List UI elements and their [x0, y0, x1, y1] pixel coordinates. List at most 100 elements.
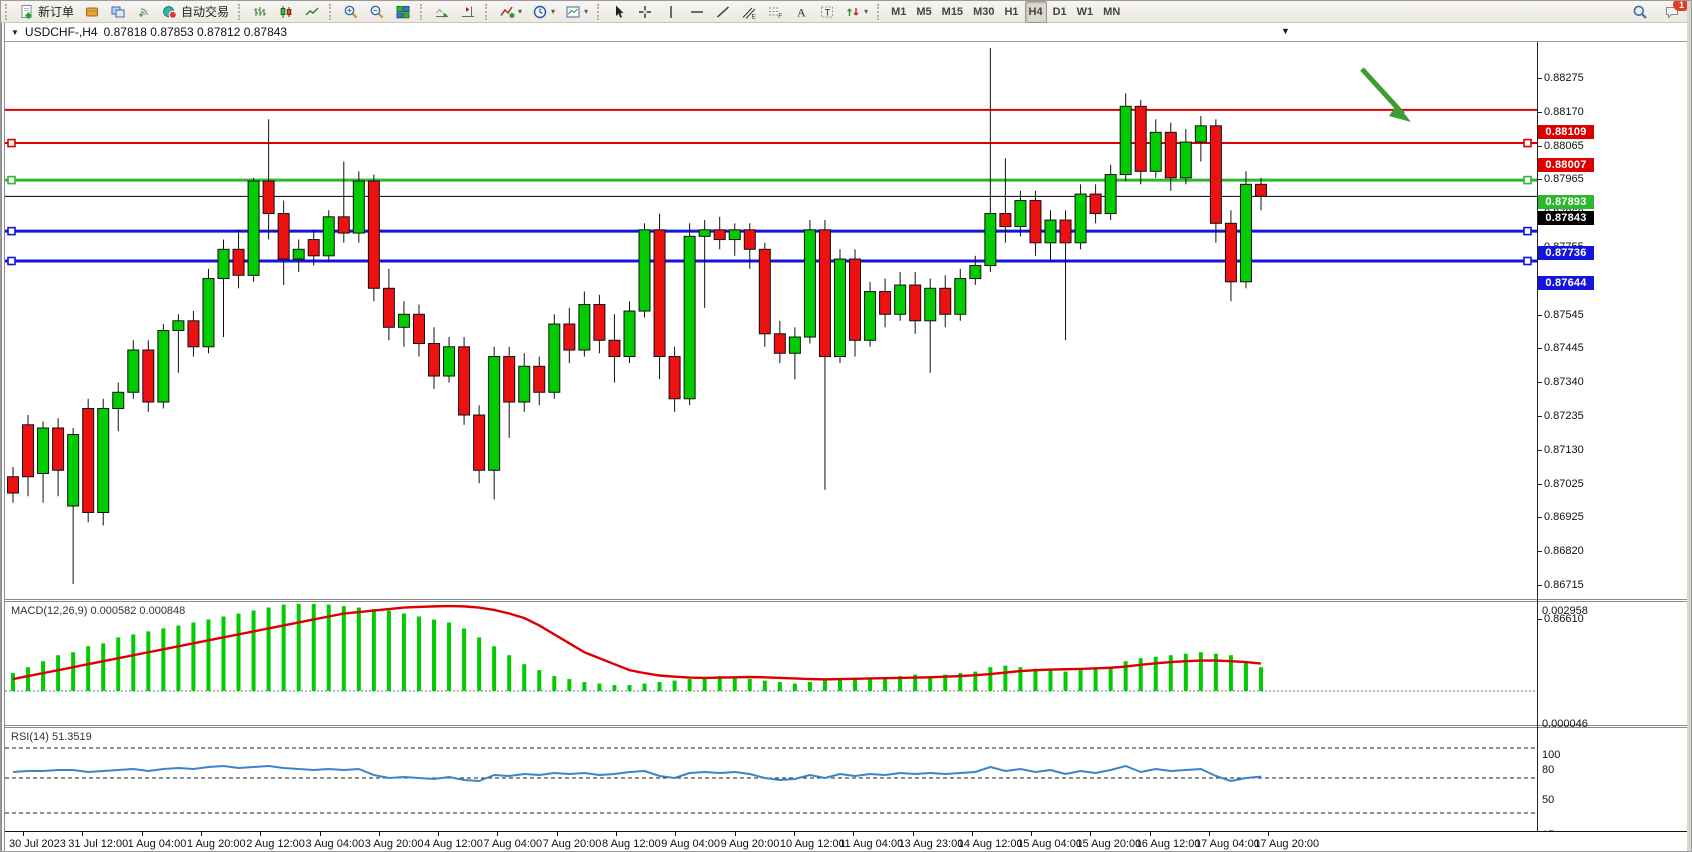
- price-tick: 0.86715: [1544, 578, 1584, 591]
- zoom-out-button[interactable]: [365, 1, 389, 23]
- rsi-pane[interactable]: RSI(14) 51.3519: [5, 728, 1691, 831]
- zoom-in-button[interactable]: [339, 1, 363, 23]
- new-order-icon: [19, 4, 35, 20]
- chevron-down-icon[interactable]: ▾: [551, 6, 556, 16]
- time-tick-mark: [1031, 832, 1033, 836]
- time-label: 17 Aug 04:00: [1195, 838, 1260, 850]
- tf-m1-button[interactable]: M1: [887, 1, 910, 23]
- toolbar-grip[interactable]: [420, 3, 426, 20]
- chart-shift-button[interactable]: [456, 1, 480, 23]
- horizontal-line-button[interactable]: [685, 1, 709, 23]
- pane-separator[interactable]: [5, 599, 1691, 602]
- tf-mn-button[interactable]: MN: [1099, 1, 1124, 23]
- autotrading-button[interactable]: 自动交易: [158, 1, 233, 23]
- collapse-triangle-icon[interactable]: ▼: [11, 27, 19, 37]
- text-icon: A: [793, 4, 809, 20]
- time-tick-mark: [734, 832, 736, 836]
- toolbar-grip[interactable]: [329, 3, 335, 20]
- tf-h1-button[interactable]: H1: [1000, 1, 1022, 23]
- time-tick-mark: [497, 832, 499, 836]
- auto-scroll-button[interactable]: [430, 1, 454, 23]
- chat-button[interactable]: 1: [1660, 1, 1690, 23]
- macd-axis-label: 0.000046: [1542, 718, 1588, 730]
- tf-m5-button[interactable]: M5: [912, 1, 935, 23]
- autotrading-label: 自动交易: [181, 5, 230, 19]
- time-label: 1 Aug 20:00: [186, 838, 246, 850]
- toolbar-grip[interactable]: [238, 3, 244, 20]
- time-tick-mark: [1149, 832, 1151, 836]
- crosshair-button[interactable]: [633, 1, 657, 23]
- bar-chart-button[interactable]: [248, 1, 272, 23]
- macd-chart[interactable]: [5, 602, 1537, 725]
- price-tick-mark: [1537, 381, 1542, 383]
- tf-w1-button[interactable]: W1: [1073, 1, 1098, 23]
- signals-button[interactable]: [132, 1, 156, 23]
- search-icon: [1632, 4, 1648, 20]
- fibonacci-icon: F: [767, 4, 783, 20]
- tile-windows-button[interactable]: [391, 1, 415, 23]
- search-button[interactable]: [1628, 1, 1652, 23]
- chart-shift-marker-icon[interactable]: ▼: [1281, 26, 1290, 36]
- arrows-button[interactable]: ▾: [841, 1, 872, 23]
- line-chart-button[interactable]: [300, 1, 324, 23]
- rsi-axis-label: 100: [1542, 749, 1561, 761]
- tf-h4-button[interactable]: H4: [1024, 1, 1047, 23]
- chart-shift-icon: [460, 4, 476, 20]
- periods-button[interactable]: ▾: [528, 1, 559, 23]
- level-price-label: 0.87736: [1538, 246, 1594, 261]
- time-tick-mark: [141, 832, 143, 836]
- cursor-button[interactable]: [607, 1, 631, 23]
- horizontal-line-icon: [689, 4, 705, 20]
- crosshair-icon: [637, 4, 653, 20]
- text-label-button[interactable]: T: [815, 1, 839, 23]
- chevron-down-icon[interactable]: ▾: [518, 6, 523, 16]
- terminal-windows-button[interactable]: [106, 1, 130, 23]
- macd-pane[interactable]: MACD(12,26,9) 0.000582 0.000848: [5, 602, 1691, 725]
- price-tick: 0.86820: [1544, 544, 1584, 557]
- text-label-icon: T: [819, 4, 835, 20]
- toolbar-grip[interactable]: [877, 3, 883, 20]
- tf-h4-label: H4: [1028, 5, 1043, 18]
- candlestick-chart-button[interactable]: [274, 1, 298, 23]
- price-pane[interactable]: [5, 42, 1691, 599]
- toolbar: 新订单 自动交易 ▾ ▾ ▾ E F A T ▾ M1 M5 M15 M30 H1 H4 D1 W1 MN: [1, 1, 1691, 23]
- time-label: 8 Aug 12:00: [602, 838, 661, 850]
- new-order-button[interactable]: 新订单: [15, 1, 78, 23]
- chevron-down-icon[interactable]: ▾: [584, 6, 589, 16]
- equidistant-channel-icon: E: [741, 4, 757, 20]
- pane-separator[interactable]: [5, 725, 1691, 728]
- tf-mn-label: MN: [1103, 5, 1121, 18]
- chart-titlebar[interactable]: ▼ USDCHF-,H4 0.87818 0.87853 0.87812 0.8…: [5, 23, 1691, 42]
- equidistant-channel-button[interactable]: E: [737, 1, 761, 23]
- chart-window: ▼ USDCHF-,H4 0.87818 0.87853 0.87812 0.8…: [1, 23, 1691, 851]
- time-tick-mark: [260, 832, 262, 836]
- price-tick: 0.88275: [1544, 71, 1584, 84]
- package-button[interactable]: [80, 1, 104, 23]
- fibonacci-button[interactable]: F: [763, 1, 787, 23]
- rsi-chart[interactable]: [5, 728, 1537, 831]
- tf-d1-button[interactable]: D1: [1049, 1, 1071, 23]
- candlestick-chart[interactable]: [5, 42, 1537, 599]
- time-label: 10 Aug 12:00: [779, 838, 845, 850]
- tf-m30-button[interactable]: M30: [969, 1, 998, 23]
- templates-button[interactable]: ▾: [561, 1, 592, 23]
- price-tick: 0.87340: [1544, 375, 1584, 388]
- toolbar-grip[interactable]: [5, 3, 11, 20]
- indicators-button[interactable]: ▾: [495, 1, 526, 23]
- tf-m15-button[interactable]: M15: [938, 1, 967, 23]
- toolbar-grip[interactable]: [485, 3, 491, 20]
- price-tick-mark: [1537, 415, 1542, 417]
- vertical-line-button[interactable]: [659, 1, 683, 23]
- price-tick-mark: [1537, 77, 1542, 79]
- price-tick-mark: [1537, 618, 1542, 620]
- time-axis[interactable]: 30 Jul 2023 31 Jul 12:00 1 Aug 04:00 1 Aug …: [5, 831, 1691, 851]
- trendline-button[interactable]: [711, 1, 735, 23]
- trendline-icon: [715, 4, 731, 20]
- chevron-down-icon[interactable]: ▾: [864, 6, 869, 16]
- price-tick-mark: [1537, 584, 1542, 586]
- price-tick: 0.87025: [1544, 478, 1584, 491]
- templates-icon: [565, 4, 581, 20]
- text-button[interactable]: A: [789, 1, 813, 23]
- toolbar-grip[interactable]: [597, 3, 603, 20]
- time-tick-mark: [82, 832, 84, 836]
